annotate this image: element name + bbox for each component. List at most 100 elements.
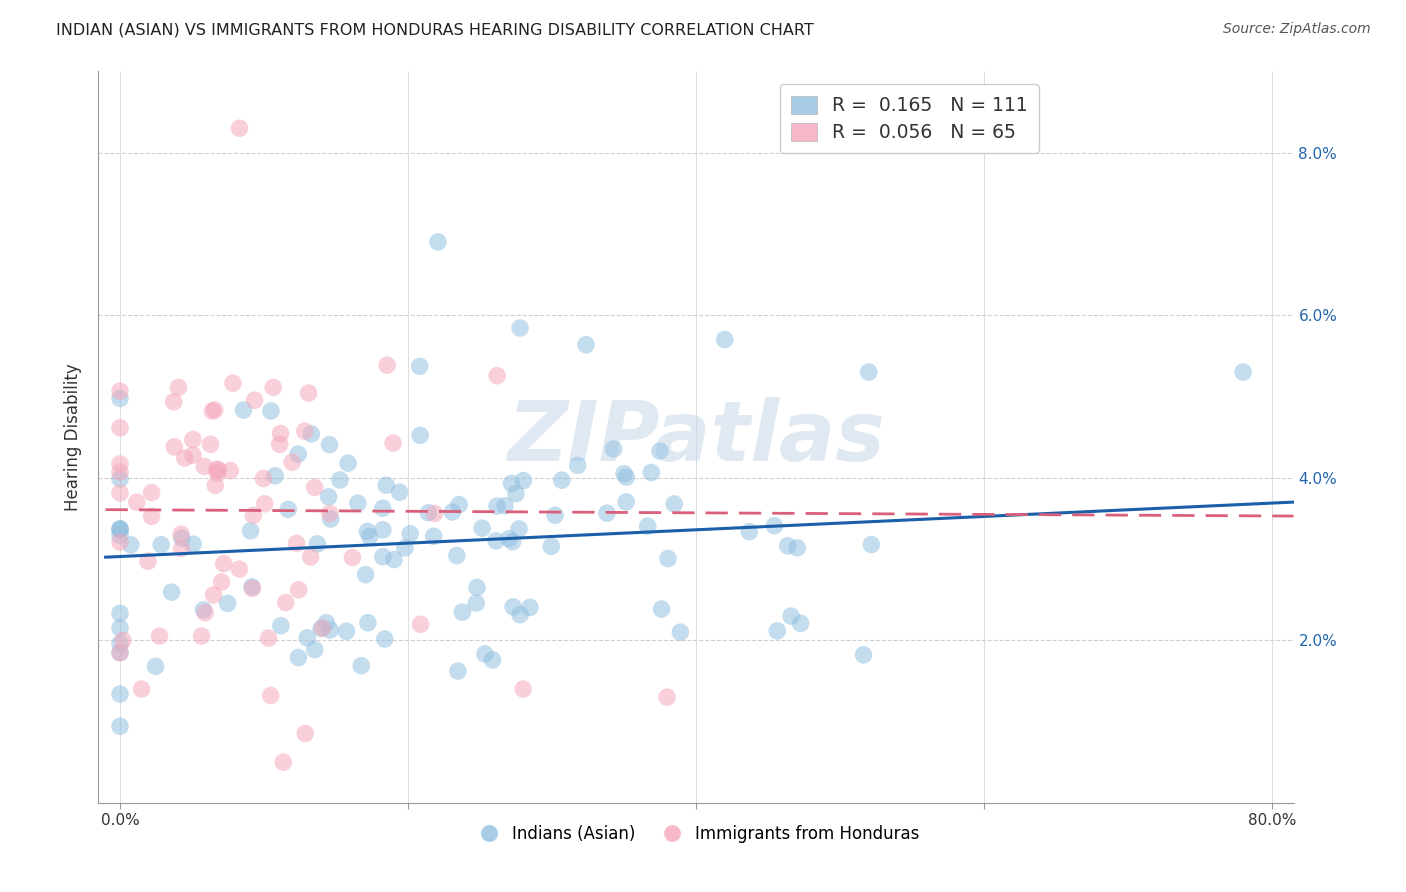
Point xyxy=(713,333,735,347)
Point xyxy=(544,508,567,523)
Point xyxy=(222,376,245,391)
Point xyxy=(375,478,398,492)
Point xyxy=(108,719,131,733)
Point xyxy=(858,365,880,379)
Point xyxy=(374,632,396,646)
Point xyxy=(304,480,326,494)
Point xyxy=(409,428,432,442)
Point xyxy=(371,549,394,564)
Point xyxy=(108,486,131,500)
Point xyxy=(304,642,326,657)
Point xyxy=(270,618,292,632)
Point xyxy=(108,465,131,479)
Point xyxy=(508,522,530,536)
Point xyxy=(242,582,264,596)
Point xyxy=(471,521,494,535)
Point xyxy=(262,380,284,394)
Point xyxy=(640,466,662,480)
Point xyxy=(173,451,195,466)
Point xyxy=(329,473,352,487)
Point xyxy=(108,687,131,701)
Point xyxy=(347,496,370,510)
Point xyxy=(318,437,340,451)
Point xyxy=(274,596,297,610)
Point xyxy=(309,622,332,636)
Point xyxy=(194,606,217,620)
Point xyxy=(465,596,488,610)
Point xyxy=(170,532,193,546)
Point xyxy=(207,463,229,477)
Point xyxy=(359,530,381,544)
Point xyxy=(319,623,342,637)
Text: INDIAN (ASIAN) VS IMMIGRANTS FROM HONDURAS HEARING DISABILITY CORRELATION CHART: INDIAN (ASIAN) VS IMMIGRANTS FROM HONDUR… xyxy=(56,22,814,37)
Point xyxy=(350,658,373,673)
Point xyxy=(485,499,508,513)
Point xyxy=(269,437,291,451)
Text: Source: ZipAtlas.com: Source: ZipAtlas.com xyxy=(1223,22,1371,37)
Point xyxy=(613,467,636,481)
Point xyxy=(299,426,322,441)
Point xyxy=(509,321,531,335)
Point xyxy=(422,529,444,543)
Point xyxy=(465,581,488,595)
Point xyxy=(232,403,254,417)
Point xyxy=(575,337,598,351)
Point xyxy=(219,464,242,478)
Point xyxy=(108,522,131,536)
Point xyxy=(141,485,163,500)
Point xyxy=(287,650,309,665)
Point xyxy=(205,462,228,476)
Point xyxy=(408,359,430,374)
Point xyxy=(125,495,148,509)
Point xyxy=(260,404,283,418)
Point xyxy=(394,541,416,555)
Point xyxy=(602,442,624,456)
Point xyxy=(648,444,671,458)
Point xyxy=(170,527,193,541)
Point xyxy=(260,689,283,703)
Point xyxy=(494,499,516,513)
Point xyxy=(167,380,190,394)
Point xyxy=(136,554,159,568)
Point xyxy=(108,535,131,549)
Point xyxy=(427,235,450,249)
Point xyxy=(786,541,808,555)
Point xyxy=(382,552,405,566)
Point xyxy=(502,534,524,549)
Point xyxy=(446,549,468,563)
Point xyxy=(287,447,309,461)
Point xyxy=(298,386,321,401)
Point xyxy=(193,459,215,474)
Point xyxy=(382,436,405,450)
Point xyxy=(738,524,761,539)
Point xyxy=(108,646,131,660)
Point xyxy=(789,616,811,631)
Point xyxy=(108,472,131,486)
Point xyxy=(181,537,204,551)
Point xyxy=(228,121,250,136)
Point xyxy=(505,486,527,500)
Point xyxy=(614,495,637,509)
Point xyxy=(264,468,287,483)
Point xyxy=(277,502,299,516)
Point xyxy=(181,448,204,462)
Text: ZIPatlas: ZIPatlas xyxy=(508,397,884,477)
Point xyxy=(474,647,496,661)
Point xyxy=(637,519,659,533)
Point xyxy=(150,538,173,552)
Point xyxy=(160,585,183,599)
Point xyxy=(108,621,131,635)
Point xyxy=(371,501,394,516)
Point xyxy=(485,533,508,548)
Point xyxy=(299,549,322,564)
Point xyxy=(657,551,679,566)
Point xyxy=(148,629,170,643)
Point xyxy=(108,607,131,621)
Point xyxy=(163,394,186,409)
Point xyxy=(228,562,250,576)
Point xyxy=(519,600,541,615)
Point xyxy=(294,726,316,740)
Point xyxy=(501,476,523,491)
Point xyxy=(357,615,380,630)
Point xyxy=(108,646,131,660)
